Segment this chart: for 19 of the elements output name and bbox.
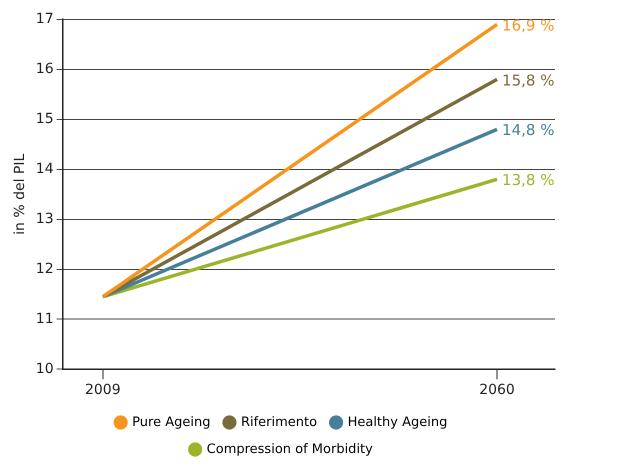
data-label: 13,8 % — [502, 171, 554, 190]
data-label: 14,8 % — [502, 121, 554, 140]
y-tick-label: 15 — [36, 110, 54, 127]
legend-label: Riferimento — [240, 414, 318, 430]
y-tick-label: 11 — [36, 310, 54, 327]
y-tick-label: 10 — [36, 360, 54, 377]
y-tick-label: 13 — [36, 210, 54, 227]
x-tick-label: 2060 — [479, 382, 515, 398]
legend-label: Compression of Morbidity — [206, 442, 374, 457]
data-label: 15,8 % — [502, 71, 554, 90]
legend-label: Pure Ageing — [132, 414, 210, 430]
data-label: 16,9 % — [502, 16, 554, 34]
y-tick-label: 12 — [36, 260, 54, 277]
y-tick-label: 14 — [36, 160, 54, 177]
y-axis-title: in % del PIL — [12, 154, 28, 235]
x-tick-label: 2009 — [84, 382, 121, 398]
y-tick-label: 16 — [36, 61, 54, 78]
y-tick-label: 17 — [36, 11, 54, 28]
legend-label: Healthy Ageing — [348, 414, 448, 430]
